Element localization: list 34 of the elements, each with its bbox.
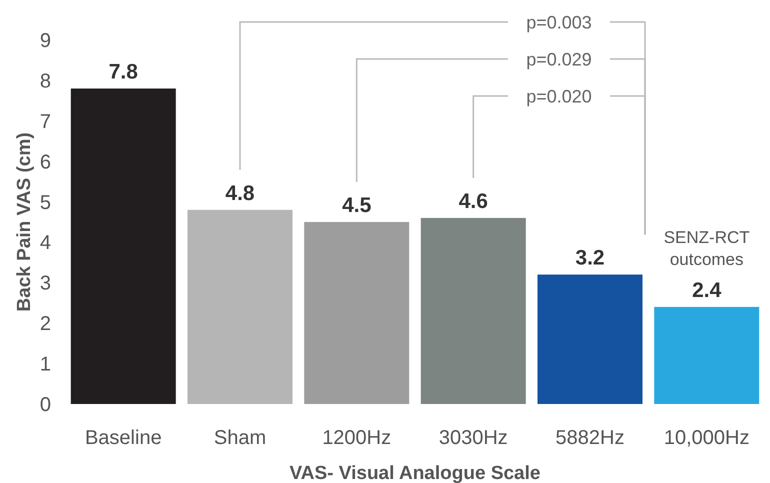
y-axis-title: Back Pain VAS (cm) <box>14 132 35 312</box>
bar <box>420 218 526 404</box>
y-tick-label: 1 <box>40 354 51 376</box>
y-tick-label: 2 <box>40 313 51 336</box>
bar <box>304 222 410 404</box>
data-label: 4.6 <box>458 190 488 213</box>
bar <box>654 306 760 404</box>
y-tick-label: 3 <box>40 272 51 295</box>
y-tick-label: 6 <box>40 151 51 174</box>
text: p=0.003 <box>526 12 592 32</box>
y-tick-label: 0 <box>40 394 51 416</box>
annotation: SENZ-RCT outcomes <box>664 228 750 269</box>
x-axis-title: VAS- Visual Analogue Scale <box>290 463 540 483</box>
y-tick-label: 5 <box>40 192 51 214</box>
x-tick-label: 3030Hz <box>438 427 508 449</box>
y-tick-label: 7 <box>40 110 51 133</box>
x-tick-label: 1200Hz <box>322 427 392 449</box>
y-tick-label: 4 <box>40 232 51 254</box>
annotation: p=0.020 <box>526 86 592 106</box>
bar <box>538 274 642 404</box>
data-label: 7.8 <box>108 60 138 84</box>
data-label: 4.5 <box>342 194 372 217</box>
x-tick-label: Sham <box>214 427 266 449</box>
data-label: 3.2 <box>575 246 605 270</box>
data-label: 4.8 <box>225 182 255 205</box>
y-tick-label: 8 <box>40 70 51 92</box>
x-tick-label: 10,000Hz <box>664 427 750 449</box>
data-label: 2.4 <box>692 278 722 302</box>
x-tick-label: 5882Hz <box>556 427 624 449</box>
bar <box>188 210 292 404</box>
annotation: p=0.029 <box>526 49 592 70</box>
x-tick-label: Baseline <box>84 427 162 449</box>
bar <box>70 88 176 404</box>
y-tick-label: 9 <box>40 30 51 52</box>
